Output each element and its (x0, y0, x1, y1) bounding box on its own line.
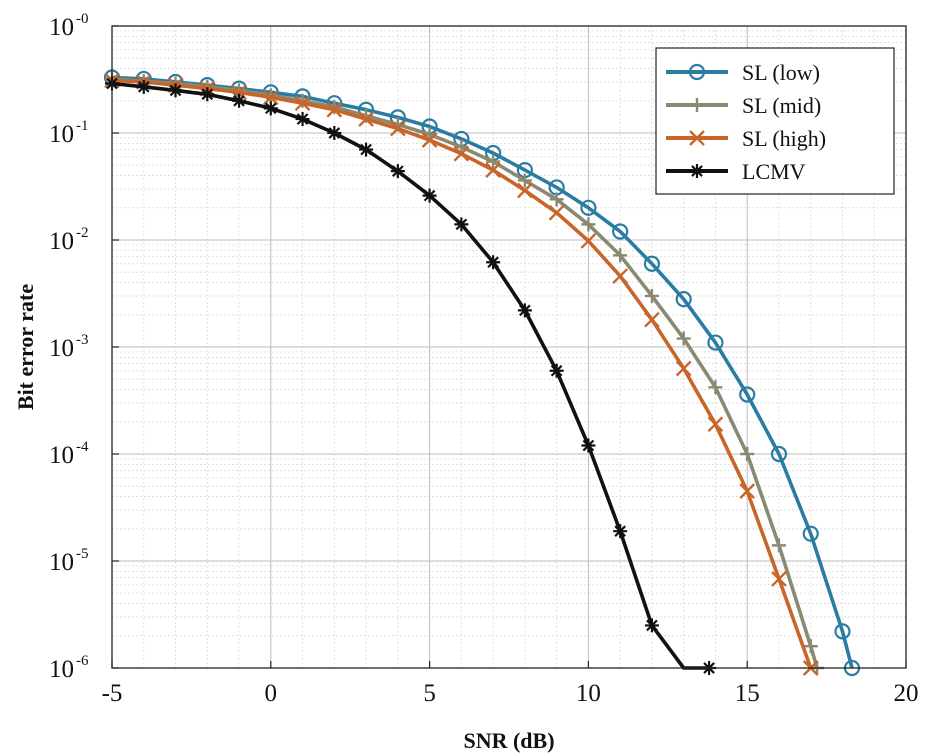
y-tick-exponent: -3 (76, 332, 89, 348)
x-tick-label: 5 (423, 680, 436, 707)
series-point (739, 483, 756, 499)
y-tick-exponent: -5 (76, 546, 89, 562)
legend-item: LCMV (666, 159, 806, 184)
legend: SL (low) SL (mid) SL (high) LCMV (655, 47, 895, 195)
series-point (168, 83, 183, 98)
series-point (390, 164, 405, 179)
series-point (643, 255, 661, 272)
series-point (549, 363, 564, 378)
series-point (486, 154, 501, 169)
series-point (359, 142, 374, 157)
series-point (771, 571, 787, 587)
y-tick-label: 10 (49, 549, 74, 576)
series-point (454, 139, 469, 154)
legend-label: SL (high) (742, 126, 826, 151)
series-point (740, 447, 755, 461)
legend-marker (689, 130, 705, 146)
x-tick-label: 15 (735, 680, 760, 707)
series-point (707, 334, 724, 351)
series-point (453, 145, 470, 162)
series-point (295, 112, 310, 127)
series-point (612, 223, 629, 240)
x-tick-label: 10 (576, 680, 601, 707)
x-tick-label: -5 (102, 680, 123, 707)
series-point (454, 217, 469, 232)
y-tick-label: 10 (49, 656, 74, 683)
x-tick-label: 20 (894, 680, 919, 707)
series-point (580, 199, 597, 216)
y-tick-label: 10 (49, 121, 74, 148)
series-point (517, 182, 533, 199)
series-point (200, 87, 215, 102)
series-line (111, 81, 710, 670)
legend-marker (690, 98, 704, 112)
legend-item: SL (low) (666, 60, 820, 85)
series-point (548, 204, 565, 221)
series-point (422, 188, 437, 203)
series-point (708, 380, 723, 395)
series-point (644, 288, 659, 303)
series-point (358, 111, 374, 127)
series-point (549, 192, 564, 207)
series-point (327, 126, 342, 140)
series-point (612, 268, 629, 284)
series-point (581, 438, 596, 453)
legend-label: LCMV (742, 159, 806, 184)
y-tick-exponent: -0 (76, 11, 89, 27)
series-point (644, 618, 659, 633)
y-tick-exponent: -1 (76, 118, 89, 134)
y-tick-label: 10 (49, 228, 74, 255)
legend-label: SL (mid) (742, 93, 821, 118)
series-point (675, 291, 692, 308)
y-tick-label: 10 (49, 335, 74, 362)
series-point (771, 538, 786, 553)
y-axis: 10-010-110-210-310-410-510-6 (49, 11, 119, 683)
legend-marker (688, 63, 706, 81)
series-point (232, 93, 247, 108)
y-tick-exponent: -6 (76, 653, 89, 669)
series-point (676, 331, 691, 346)
series-point (421, 132, 438, 148)
series-point (263, 101, 278, 116)
series-point (517, 173, 532, 188)
series-point (389, 120, 406, 137)
series-point (613, 248, 628, 263)
series-layer (103, 69, 861, 677)
series-point (294, 95, 311, 112)
series-point (486, 255, 501, 270)
y-tick-exponent: -4 (76, 439, 89, 455)
x-axis-title: SNR (dB) (463, 728, 554, 753)
series-point (739, 386, 756, 403)
series-point (517, 303, 532, 318)
y-tick-label: 10 (49, 442, 74, 469)
series-point (834, 623, 851, 640)
series-point (644, 311, 660, 328)
series-4 (105, 76, 717, 675)
x-axis: -5 0 5 10 15 20 (102, 661, 919, 707)
series-point (326, 101, 343, 118)
series-point (581, 217, 596, 232)
series-point (770, 445, 788, 463)
series-point (580, 233, 597, 249)
legend-label: SL (low) (742, 60, 820, 85)
series-point (613, 524, 628, 539)
series-point (707, 416, 724, 433)
series-point (262, 89, 279, 106)
legend-marker (690, 164, 704, 178)
series-point (485, 162, 501, 178)
series-point (136, 79, 151, 94)
series-point (675, 360, 692, 377)
series-point (803, 639, 818, 654)
x-tick-label: 0 (265, 680, 278, 707)
y-axis-title: Bit error rate (13, 284, 38, 410)
y-tick-exponent: -2 (76, 225, 89, 241)
legend-item: SL (high) (666, 126, 826, 151)
series-point (802, 525, 819, 542)
legend-item: SL (mid) (666, 93, 821, 118)
y-tick-label: 10 (49, 14, 74, 41)
